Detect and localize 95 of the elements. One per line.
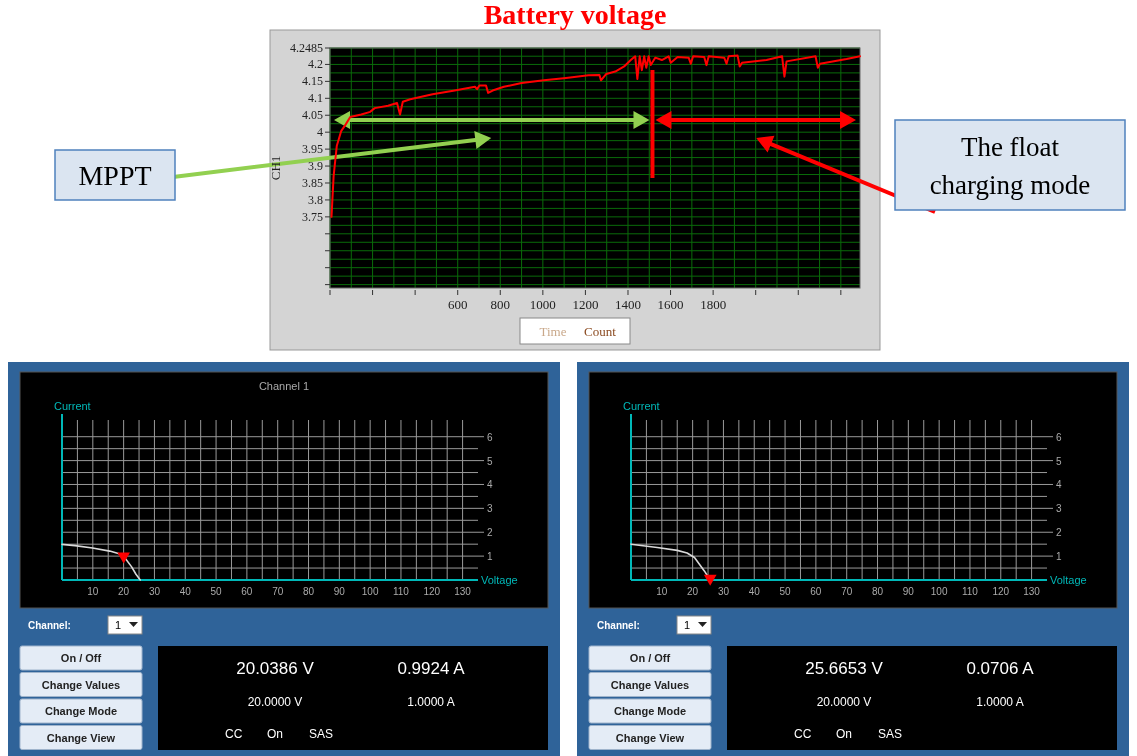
line-series [61, 543, 142, 581]
x-tick-label: 40 [179, 586, 192, 597]
text: 20.0000 V [816, 695, 872, 709]
y-tick-label: 5 [487, 455, 493, 467]
text: 0.9924 A [397, 659, 466, 678]
x-tick-label: 20 [118, 586, 130, 597]
text: On / Off [60, 652, 102, 664]
y-tick-label: 4 [317, 125, 323, 140]
text: Change View [46, 731, 116, 744]
y-tick-label: 4 [487, 479, 493, 491]
text: SAS [878, 727, 903, 741]
text: 20.0000 V [247, 695, 303, 709]
text: 1 [683, 619, 691, 631]
x-tick-label: 800 [490, 297, 511, 312]
x-tick-label: 70 [272, 586, 284, 597]
text: On [267, 727, 284, 741]
text: Count [584, 324, 617, 339]
text: CC [794, 727, 812, 741]
y-tick-label: 4.1 [308, 91, 323, 106]
x-tick-label: 130 [454, 586, 472, 597]
text: Channel: [597, 620, 640, 631]
text: 20.0386 V [236, 659, 315, 678]
x-tick-label: 100 [930, 586, 948, 597]
text: MPPT [78, 160, 152, 191]
x-tick-label: 110 [961, 586, 979, 597]
x-tick-label: 90 [333, 586, 346, 597]
x-tick-label: 90 [902, 586, 915, 597]
x-tick-label: 1400 [614, 297, 641, 312]
chart-title: Battery voltage [483, 0, 667, 30]
y-tick-label: 3.75 [302, 209, 323, 224]
x-tick-label: 80 [302, 586, 315, 597]
x-tick-label: 110 [392, 586, 410, 597]
text: Change View [615, 731, 685, 744]
text: 0.0706 A [966, 659, 1035, 678]
text: 25.6653 V [805, 659, 884, 678]
text: Change Values [610, 678, 690, 691]
y-tick-label: 3.8 [308, 192, 323, 207]
text: 1.0000 A [976, 695, 1024, 709]
text: Change Mode [613, 705, 687, 717]
y-tick-label: 4.05 [302, 108, 323, 123]
text: 1 [114, 619, 122, 631]
y-tick-label: 4.15 [302, 74, 323, 89]
x-tick-label: 80 [871, 586, 884, 597]
x-tick-label: 20 [687, 586, 699, 597]
y-tick-label: 1 [487, 551, 493, 563]
x-tick-label: 600 [447, 297, 468, 312]
x-tick-label: 1800 [700, 297, 727, 312]
x-tick-label: 50 [779, 586, 792, 597]
x-tick-label: 60 [241, 586, 253, 597]
text: Channel: [28, 620, 71, 631]
y-tick-label: 1 [1056, 551, 1062, 563]
y-tick-label: 5 [1056, 455, 1062, 467]
y-tick-label: 2 [1056, 527, 1062, 539]
x-tick-label: 1000 [529, 297, 556, 312]
x-tick-label: 70 [841, 586, 853, 597]
text: Change Values [41, 678, 121, 691]
y-tick-label: 3.85 [302, 175, 323, 190]
x-tick-label: 120 [423, 586, 441, 597]
y-axis-title: Current [54, 400, 91, 412]
y-axis-title: Current [623, 400, 660, 412]
x-tick-label: 10 [87, 586, 99, 597]
x-tick-label: 130 [1023, 586, 1041, 597]
text: SAS [309, 727, 334, 741]
y-tick-label: 3 [1056, 503, 1062, 515]
text: The float charging mode [929, 132, 1091, 200]
y-tick-label: 4 [1056, 479, 1062, 491]
x-tick-label: 120 [992, 586, 1010, 597]
x-tick-label: 30 [717, 586, 730, 597]
y-tick-label: 6 [1056, 431, 1062, 443]
x-tick-label: 1200 [572, 297, 599, 312]
text: CC [225, 727, 243, 741]
text: Time [539, 324, 567, 339]
chart-title: Channel 1 [258, 380, 310, 392]
x-tick-label: 50 [210, 586, 223, 597]
x-tick-label: 10 [656, 586, 668, 597]
y-axis-title: CH1 [268, 155, 283, 181]
y-tick-label: 2 [487, 527, 493, 539]
x-axis-title: Voltage [1050, 574, 1087, 586]
text: On [836, 727, 853, 741]
text: 1.0000 A [407, 695, 455, 709]
x-tick-label: 60 [810, 586, 822, 597]
y-tick-label: 3 [487, 503, 493, 515]
x-axis-title: Voltage [481, 574, 518, 586]
text: On / Off [629, 652, 671, 664]
text: Change Mode [44, 705, 118, 717]
x-tick-label: 1600 [657, 297, 684, 312]
x-tick-label: 30 [148, 586, 161, 597]
line-series [330, 54, 861, 218]
y-tick-label: 4.2485 [290, 41, 323, 55]
x-tick-label: 40 [748, 586, 761, 597]
y-tick-label: 3.95 [302, 142, 323, 157]
x-tick-label: 100 [361, 586, 379, 597]
y-tick-label: 4.2 [308, 57, 323, 72]
y-tick-label: 3.9 [308, 159, 323, 174]
y-tick-label: 6 [487, 431, 493, 443]
